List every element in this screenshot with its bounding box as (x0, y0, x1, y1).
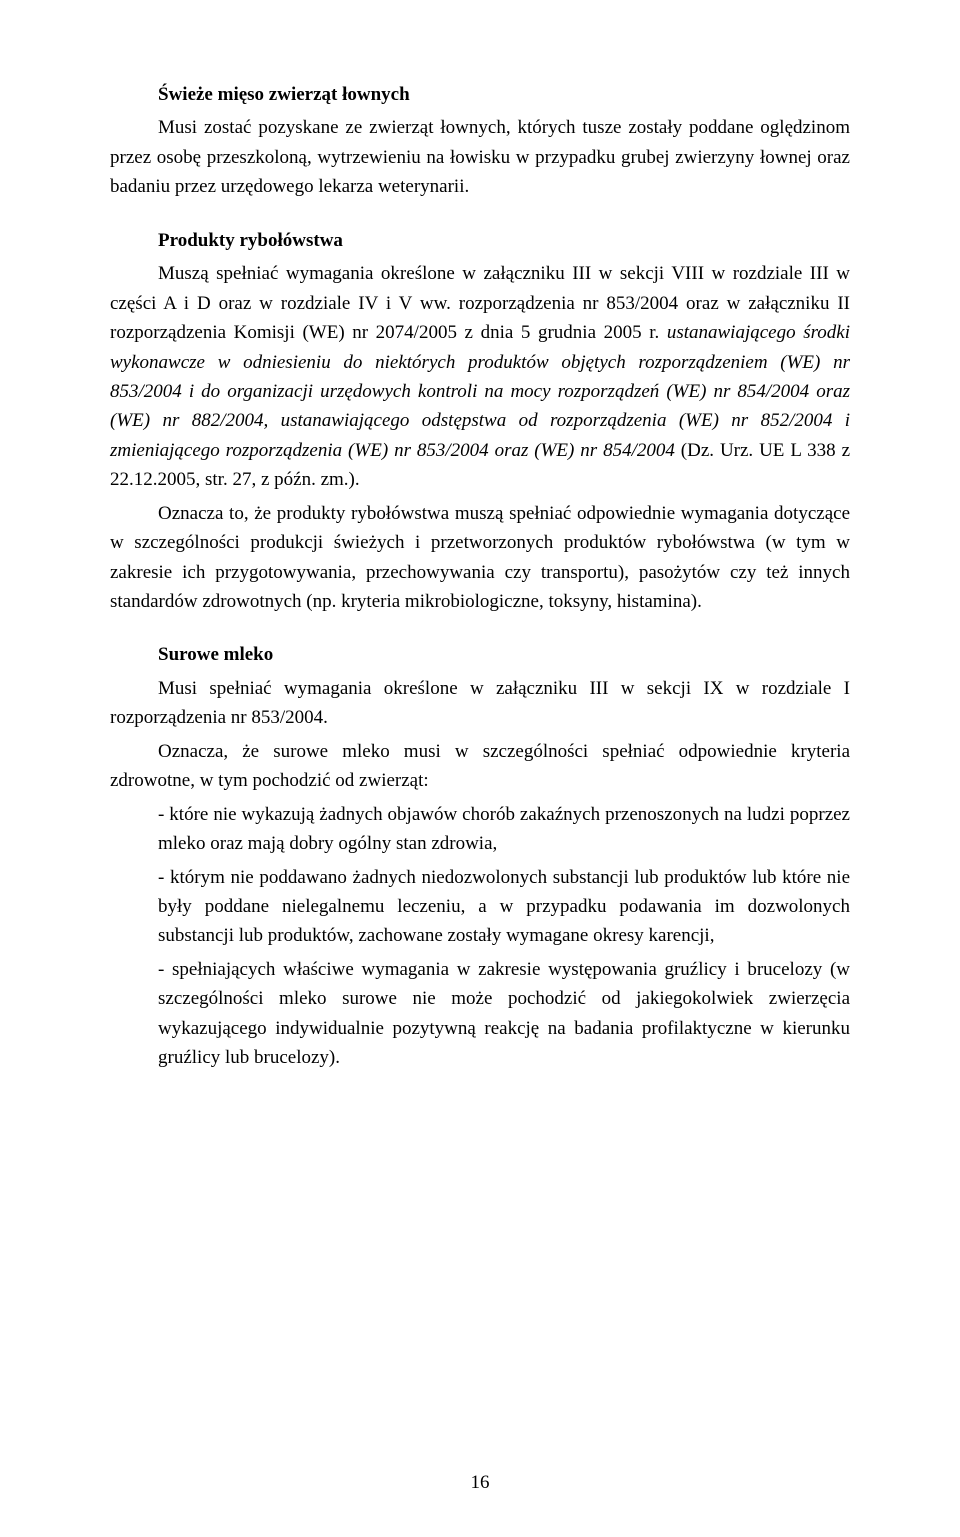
section1-paragraph: Musi zostać pozyskane ze zwierząt łownyc… (110, 113, 850, 201)
section3-heading: Surowe mleko (110, 640, 850, 669)
section2-paragraph-1: Muszą spełniać wymagania określone w zał… (110, 259, 850, 495)
section3-list-item-2: - którym nie poddawano żadnych niedozwol… (158, 863, 850, 951)
document-page: Świeże mięso zwierząt łownych Musi zosta… (0, 0, 960, 1537)
section2-heading: Produkty rybołówstwa (110, 226, 850, 255)
section2-paragraph-2: Oznacza to, że produkty rybołówstwa musz… (110, 499, 850, 617)
section3-paragraph-2: Oznacza, że surowe mleko musi w szczegól… (110, 737, 850, 796)
page-number: 16 (0, 1468, 960, 1497)
section3-list-item-3: - spełniających właściwe wymagania w zak… (158, 955, 850, 1073)
section-gap (110, 206, 850, 226)
section3-paragraph-1: Musi spełniać wymagania określone w załą… (110, 674, 850, 733)
section3-list-item-1: - które nie wykazują żadnych objawów cho… (158, 800, 850, 859)
section-gap (110, 620, 850, 640)
section1-heading: Świeże mięso zwierząt łownych (110, 80, 850, 109)
